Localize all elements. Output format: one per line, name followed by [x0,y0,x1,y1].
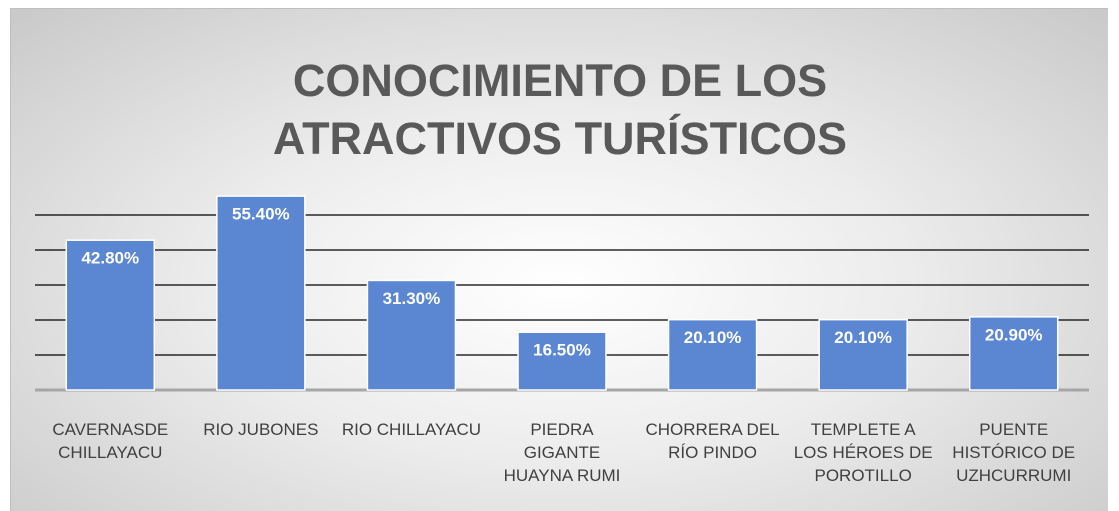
bar [517,331,607,391]
data-label: 20.10% [684,328,742,347]
bar [216,195,306,391]
data-label: 20.90% [985,325,1043,344]
bar [65,239,156,391]
x-tick-label: RIO JUBONES [203,420,319,439]
chart-title: CONOCIMIENTO DE LOS ATRACTIVOS TURÍSTICO… [272,55,848,164]
chart-background [10,8,1108,511]
x-tick-label: CAVERNASDE CHILLAYACU [52,420,169,462]
x-tick-label: RIO CHILLAYACU [341,420,482,439]
data-label: 55.40% [232,205,290,224]
data-label: 16.50% [533,341,591,360]
x-tick-label: PUENTE HISTÓRICO DE UZHCURRUMI [952,420,1076,485]
x-tick-label: PIEDRA GIGANTE HUAYNA RUMI [503,420,621,485]
data-label: 31.30% [383,289,441,308]
data-label: 42.80% [81,249,139,268]
x-tick-label: CHORRERA DEL RÍO PINDO [645,420,780,462]
bar [818,318,908,391]
bar [968,316,1059,391]
bar [366,279,457,391]
x-tick-label: TEMPLETE A LOS HÉROES DE POROTILLO [793,420,933,485]
data-label: 20.10% [834,328,892,347]
bar [667,318,758,391]
